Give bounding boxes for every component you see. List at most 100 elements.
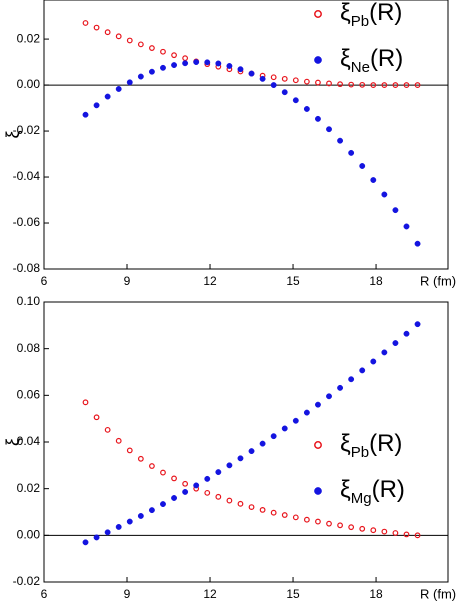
- data-point: [149, 45, 155, 51]
- data-point: [237, 500, 244, 507]
- data-point: [182, 55, 189, 62]
- data-point: [259, 75, 266, 82]
- data-point: [204, 489, 211, 496]
- data-point: [226, 462, 233, 469]
- data-point: [149, 463, 155, 469]
- data-point: [137, 41, 144, 48]
- y-tick-label: 0.06: [17, 388, 41, 402]
- data-point: [204, 475, 211, 482]
- data-point: [303, 78, 310, 85]
- y-tick-label: -0.02: [13, 574, 41, 588]
- data-point: [115, 33, 122, 40]
- data-point: [326, 393, 332, 400]
- legend-marker: [314, 10, 322, 18]
- data-point: [370, 527, 377, 534]
- data-point: [392, 207, 399, 214]
- data-point: [315, 518, 321, 525]
- y-tick-label: 0.04: [17, 434, 41, 448]
- data-point: [204, 59, 211, 66]
- data-point: [215, 469, 222, 476]
- data-point: [104, 29, 111, 36]
- data-point: [126, 37, 133, 44]
- y-tick-label: -0.04: [13, 169, 41, 183]
- data-point: [414, 321, 421, 328]
- legend-marker: [314, 441, 322, 449]
- plot-frame: [43, 0, 449, 270]
- data-point: [193, 59, 200, 66]
- data-point: [226, 63, 233, 69]
- data-point: [115, 523, 122, 530]
- data-point: [259, 440, 266, 447]
- y-tick-label: 0.10: [17, 294, 41, 308]
- data-point: [326, 126, 332, 133]
- data-point: [248, 504, 255, 511]
- data-point: [359, 367, 366, 374]
- data-point: [414, 532, 421, 539]
- data-point: [270, 82, 277, 89]
- x-tick-label: 9: [124, 587, 131, 601]
- data-point: [370, 358, 377, 365]
- y-tick-label: -0.02: [13, 123, 41, 137]
- data-point: [392, 530, 399, 536]
- data-point: [160, 501, 166, 508]
- data-point: [126, 447, 133, 454]
- x-tick-label: 6: [41, 587, 48, 601]
- x-tick-label: 15: [286, 587, 300, 601]
- data-point: [414, 240, 421, 247]
- x-tick-label: 12: [203, 274, 217, 288]
- data-point: [303, 516, 310, 523]
- y-tick-label: 0.00: [17, 528, 41, 542]
- legend-label: ξPb(R): [340, 430, 402, 461]
- data-point: [104, 93, 111, 100]
- data-point: [281, 89, 288, 96]
- data-point: [270, 509, 277, 516]
- data-point: [137, 513, 144, 519]
- x-tick-label: 18: [369, 587, 383, 601]
- data-point: [104, 529, 111, 536]
- data-point: [381, 191, 388, 198]
- data-point: [160, 64, 166, 71]
- y-tick-label: 0.00: [17, 77, 41, 91]
- x-tick-label: 9: [124, 274, 131, 288]
- data-point: [270, 74, 277, 81]
- x-tick-label: 18: [369, 274, 383, 288]
- data-point: [126, 518, 133, 525]
- data-point: [292, 77, 299, 84]
- data-point: [348, 149, 355, 156]
- data-point: [370, 82, 377, 88]
- data-point: [248, 70, 255, 77]
- y-tick-label: 0.02: [17, 31, 41, 45]
- data-point: [215, 60, 222, 67]
- data-point: [226, 497, 233, 504]
- data-point: [160, 469, 166, 476]
- legend-marker: [314, 487, 322, 495]
- data-point: [281, 512, 288, 518]
- data-point: [403, 82, 410, 88]
- data-point: [82, 111, 89, 118]
- data-point: [392, 340, 399, 347]
- data-point: [326, 520, 332, 527]
- data-point: [171, 475, 177, 482]
- data-point: [359, 525, 366, 532]
- x-tick-label: 12: [203, 587, 217, 601]
- data-point: [359, 81, 366, 88]
- data-point: [337, 522, 343, 529]
- y-tick-label: -0.06: [13, 215, 41, 229]
- y-axis-label: ξ: [3, 438, 23, 446]
- data-point: [303, 106, 310, 112]
- data-point: [148, 68, 155, 75]
- y-tick-label: 0.02: [17, 481, 41, 495]
- data-point: [93, 24, 100, 31]
- data-point: [115, 86, 122, 92]
- data-point: [315, 79, 321, 86]
- data-point: [281, 425, 288, 432]
- data-point: [182, 60, 189, 67]
- data-point: [270, 433, 277, 440]
- data-point: [403, 531, 410, 538]
- data-point: [314, 401, 321, 408]
- legend-label: ξNe(R): [340, 45, 403, 76]
- data-point: [381, 82, 388, 88]
- y-tick-label: -0.08: [13, 261, 41, 275]
- data-point: [137, 73, 144, 80]
